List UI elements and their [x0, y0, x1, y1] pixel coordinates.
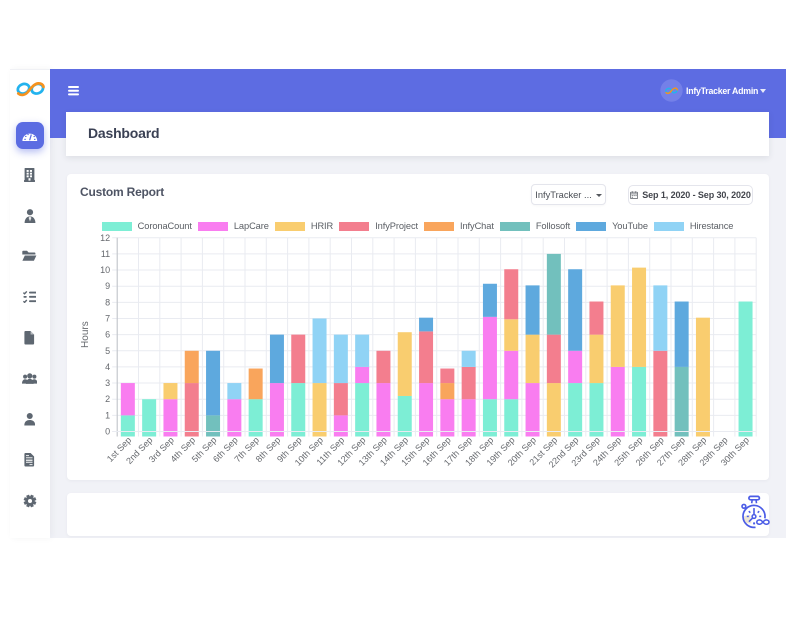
svg-text:6: 6 — [105, 330, 110, 340]
svg-text:11: 11 — [100, 249, 109, 259]
svg-text:1: 1 — [105, 410, 110, 420]
svg-text:3: 3 — [105, 378, 110, 388]
svg-text:12: 12 — [100, 233, 110, 243]
svg-text:9: 9 — [105, 281, 110, 291]
svg-text:4: 4 — [105, 362, 110, 372]
svg-text:2: 2 — [105, 394, 110, 404]
svg-text:0: 0 — [105, 427, 110, 437]
svg-text:5: 5 — [105, 346, 110, 356]
svg-text:8: 8 — [105, 297, 110, 307]
svg-text:10: 10 — [100, 265, 110, 275]
svg-text:Hours: Hours — [80, 321, 91, 348]
svg-text:7: 7 — [105, 313, 110, 323]
